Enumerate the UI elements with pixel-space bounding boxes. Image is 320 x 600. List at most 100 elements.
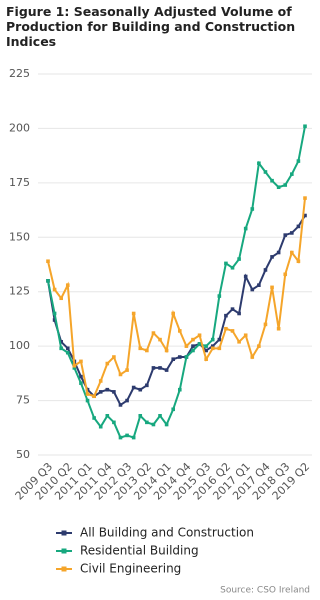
y-tick-label: 125 xyxy=(9,285,30,298)
legend-marker xyxy=(61,566,67,572)
marker xyxy=(59,339,63,344)
marker xyxy=(131,311,136,316)
marker xyxy=(237,339,241,344)
marker xyxy=(171,407,176,412)
marker xyxy=(177,329,182,333)
marker xyxy=(72,363,77,368)
marker xyxy=(250,207,255,211)
marker xyxy=(138,414,143,418)
legend-marker xyxy=(61,548,67,554)
marker xyxy=(243,226,248,231)
marker xyxy=(52,318,57,322)
marker xyxy=(79,374,83,379)
chart-title: Figure 1: Seasonally Adjusted Volume of … xyxy=(6,4,296,49)
marker xyxy=(118,372,123,377)
marker xyxy=(125,433,129,438)
marker xyxy=(164,422,169,427)
marker xyxy=(85,398,90,403)
marker xyxy=(46,279,50,283)
marker xyxy=(224,313,228,318)
marker xyxy=(270,255,274,259)
marker xyxy=(217,337,222,342)
series-line xyxy=(47,126,306,439)
marker xyxy=(197,333,202,338)
marker xyxy=(257,161,261,166)
marker xyxy=(303,124,307,129)
marker xyxy=(65,283,70,287)
marker xyxy=(191,337,195,342)
marker xyxy=(296,259,301,264)
marker xyxy=(243,274,248,279)
marker xyxy=(191,344,195,348)
series-line xyxy=(47,197,306,398)
marker xyxy=(59,346,63,351)
marker xyxy=(263,170,268,174)
legend-marker xyxy=(61,530,67,536)
marker xyxy=(52,287,57,292)
marker xyxy=(230,265,235,270)
y-tick-label: 175 xyxy=(9,176,30,189)
marker xyxy=(164,348,169,353)
marker xyxy=(151,331,156,335)
source: Source: CSO Ireland xyxy=(220,586,310,596)
marker xyxy=(118,403,123,407)
marker xyxy=(105,361,110,366)
marker xyxy=(131,435,136,440)
marker xyxy=(98,379,103,383)
marker xyxy=(283,272,288,277)
marker xyxy=(250,287,255,292)
marker xyxy=(98,424,103,429)
marker xyxy=(224,261,228,266)
marker xyxy=(204,357,208,362)
marker xyxy=(158,366,162,370)
marker xyxy=(204,344,208,348)
marker xyxy=(296,224,301,229)
marker xyxy=(257,344,261,348)
marker xyxy=(118,435,123,440)
marker xyxy=(290,250,294,255)
marker xyxy=(230,307,235,311)
marker xyxy=(217,346,222,351)
marker xyxy=(92,394,96,399)
marker xyxy=(65,346,70,351)
marker xyxy=(112,355,116,359)
marker xyxy=(112,390,116,394)
marker xyxy=(151,422,156,427)
legend-label: Residential Building xyxy=(80,544,199,558)
marker xyxy=(145,420,149,425)
marker xyxy=(283,233,288,237)
marker xyxy=(151,366,156,370)
marker xyxy=(303,213,307,218)
marker xyxy=(237,311,241,316)
marker xyxy=(197,342,202,346)
marker xyxy=(243,333,248,338)
marker xyxy=(46,259,50,264)
marker xyxy=(276,250,281,255)
y-tick-label: 75 xyxy=(16,394,30,407)
marker xyxy=(250,355,255,359)
marker xyxy=(276,326,281,331)
marker xyxy=(72,366,77,370)
marker xyxy=(270,285,274,290)
y-tick-label: 50 xyxy=(16,448,30,461)
marker xyxy=(79,359,83,364)
marker xyxy=(98,390,103,394)
marker xyxy=(177,387,182,392)
marker xyxy=(158,337,162,342)
marker xyxy=(210,346,215,351)
marker xyxy=(105,387,110,392)
marker xyxy=(217,294,222,298)
marker xyxy=(164,368,169,372)
marker xyxy=(204,348,208,353)
marker xyxy=(303,196,307,200)
marker xyxy=(125,368,129,372)
marker xyxy=(290,172,294,176)
marker xyxy=(79,381,83,385)
marker xyxy=(224,326,228,331)
marker xyxy=(237,257,241,261)
marker xyxy=(263,268,268,272)
marker xyxy=(290,231,294,235)
marker xyxy=(230,329,235,333)
